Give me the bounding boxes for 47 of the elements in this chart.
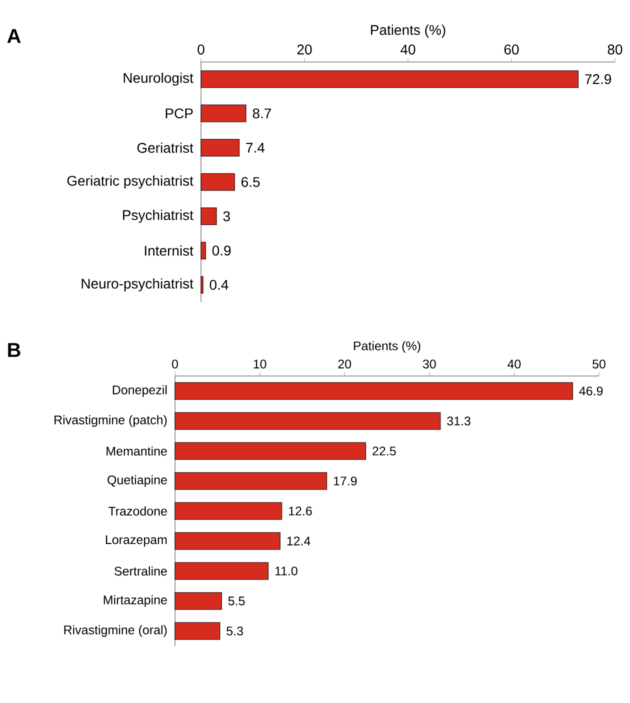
x-tick-label: 0 xyxy=(172,360,178,368)
text: A xyxy=(7,29,21,43)
data-label: 46.9 xyxy=(579,386,603,396)
data-label: 0.4 xyxy=(210,280,228,290)
data-label: 8.7 xyxy=(252,108,271,118)
y-tick-label: Lorazepam xyxy=(106,535,167,547)
y-tick-label: Donepezil xyxy=(112,385,167,397)
y-tick-label: Sertraline xyxy=(114,566,167,576)
data-label: 17.9 xyxy=(334,476,357,486)
data-label: 0.9 xyxy=(212,246,231,256)
x-tick-label: 30 xyxy=(422,360,436,368)
x-tick-label: 40 xyxy=(400,44,416,54)
data-label: 3 xyxy=(223,211,230,222)
data-label: 7.4 xyxy=(246,142,265,153)
x-tick-label: 10 xyxy=(254,360,266,368)
data-label: 12.4 xyxy=(287,536,310,546)
y-tick-label: Neurologist xyxy=(124,72,194,86)
y-tick-label: PCP xyxy=(166,108,193,118)
y-tick-label: Mirtazapine xyxy=(104,595,167,607)
data-label: 5.3 xyxy=(226,626,243,636)
y-tick-label: Memantine xyxy=(106,446,167,456)
x-tick-label: 20 xyxy=(338,360,352,368)
x-tick-label: 80 xyxy=(608,44,622,54)
data-label: 6.5 xyxy=(242,177,260,187)
data-label: 5.5 xyxy=(228,596,245,606)
data-label: 31.3 xyxy=(447,416,470,426)
data-label: 22.5 xyxy=(372,446,396,456)
data-label: 12.6 xyxy=(289,506,312,516)
y-tick-label: Rivastigmine (oral) xyxy=(64,625,167,637)
x-axis-title: Patients (%) xyxy=(354,341,420,353)
y-tick-label: Neuro-psychiatrist xyxy=(82,278,194,292)
y-tick-label: Quetiapine xyxy=(108,475,167,487)
x-tick-label: 50 xyxy=(592,360,606,368)
text: B xyxy=(8,343,20,357)
data-label: 72.9 xyxy=(585,74,612,84)
data-label: 11.0 xyxy=(275,566,298,576)
x-tick-label: 20 xyxy=(297,44,312,54)
y-tick-label: Geriatrist xyxy=(137,142,194,153)
x-tick-label: 60 xyxy=(504,44,519,54)
x-tick-label: 40 xyxy=(508,360,521,368)
y-tick-label: Geriatric psychiatrist xyxy=(67,175,194,189)
y-tick-label: Psychiatrist xyxy=(123,210,194,223)
y-tick-label: Trazodone xyxy=(108,506,167,516)
y-tick-label: Rivastigmine (patch) xyxy=(54,415,167,427)
x-tick-label: 0 xyxy=(198,44,204,54)
y-tick-label: Internist xyxy=(144,245,194,256)
x-axis-title: Patients (%) xyxy=(371,24,446,38)
